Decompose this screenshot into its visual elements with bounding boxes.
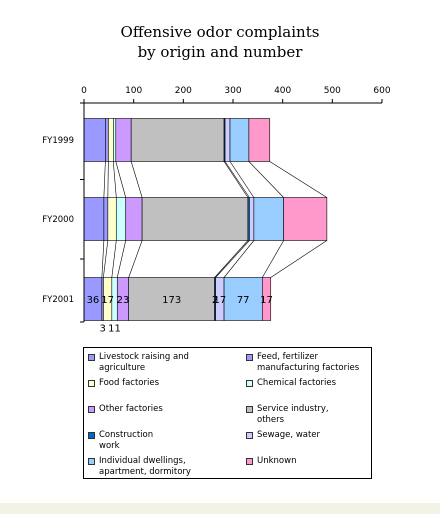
x-tick-label: 300 xyxy=(224,86,241,96)
legend-label: Construction work xyxy=(99,430,154,451)
data-label: 77 xyxy=(237,295,250,306)
footer-strip xyxy=(0,503,440,514)
y-category-label: FY2000 xyxy=(42,215,74,225)
x-tick-label: 100 xyxy=(125,86,142,96)
data-label: 17 xyxy=(260,295,273,306)
legend-label: Chemical factories xyxy=(257,378,337,388)
x-tick-label: 500 xyxy=(324,86,341,96)
data-label: 23 xyxy=(117,295,130,306)
x-tick-label: 600 xyxy=(373,86,390,96)
bar-segment xyxy=(83,118,106,162)
bar-segment xyxy=(108,118,114,162)
data-label: 2 xyxy=(212,295,218,306)
bar-segment xyxy=(125,197,143,241)
series-line xyxy=(262,240,284,278)
legend-label: Individual dwellings, apartment, dormito… xyxy=(99,456,191,477)
legend-label: Unknown xyxy=(257,456,297,466)
legend-label: Other factories xyxy=(99,404,163,414)
series-line xyxy=(103,161,106,198)
bar-segment xyxy=(262,277,272,321)
series-line xyxy=(270,240,328,278)
legend-swatch xyxy=(88,458,95,465)
legend-swatch xyxy=(246,458,253,465)
bar-segment xyxy=(283,197,328,241)
bar-segment xyxy=(224,118,231,162)
series-lines xyxy=(101,161,328,278)
legend-label: Feed, fertilizer manufacturing factories xyxy=(257,352,360,373)
legend-swatch xyxy=(246,432,253,439)
series-line xyxy=(130,161,143,198)
legend-swatch xyxy=(246,380,253,387)
y-category-label: FY2001 xyxy=(42,295,74,305)
legend-swatch xyxy=(88,380,95,387)
series-line xyxy=(103,240,109,278)
legend-label: Sewage, water xyxy=(257,430,321,440)
legend-swatch xyxy=(88,406,95,413)
x-tick-label: 200 xyxy=(175,86,192,96)
bar-segment xyxy=(107,197,117,241)
series-line xyxy=(101,240,105,278)
bar-segment xyxy=(103,197,109,241)
chart-title-line-1: Offensive odor complaints xyxy=(120,23,320,41)
series-line xyxy=(128,240,143,278)
chart-axes: 0 100 200 300 400 500 600 FY1999 FY2000 FY2001 xyxy=(42,86,391,323)
bar-segment xyxy=(115,118,132,162)
series-line xyxy=(215,240,250,278)
legend-swatch xyxy=(246,354,253,361)
data-label: 11 xyxy=(108,324,121,335)
legend-label: Food factories xyxy=(99,378,160,388)
chart-title: Offensive odor complaints by origin and … xyxy=(0,22,440,62)
bar-segment xyxy=(105,118,109,162)
y-category-label: FY1999 xyxy=(42,136,74,146)
bar-segment xyxy=(83,197,105,241)
chart-legend: Livestock raising and agriculture Feed, f… xyxy=(83,347,372,479)
series-line xyxy=(223,240,255,278)
series-line xyxy=(224,161,250,198)
data-label: 17 xyxy=(101,295,114,306)
bar-segment xyxy=(141,197,249,241)
legend-swatch xyxy=(88,432,95,439)
legend-swatch xyxy=(246,406,253,413)
series-line xyxy=(223,161,249,198)
bar-segment xyxy=(130,118,225,162)
bar-segment xyxy=(253,197,284,241)
series-line xyxy=(214,240,249,278)
bar-segment xyxy=(128,277,215,321)
series-line xyxy=(229,161,255,198)
series-line xyxy=(248,161,284,198)
data-label: 17 xyxy=(213,295,226,306)
data-label: 36 xyxy=(87,295,100,306)
x-tick-label: 0 xyxy=(81,86,87,96)
chart-title-line-2: by origin and number xyxy=(137,43,303,61)
series-line xyxy=(116,240,127,278)
legend-swatch xyxy=(88,354,95,361)
legend-label: Service industry, others xyxy=(257,404,329,425)
bar-segment xyxy=(248,118,271,162)
x-tick-label: 400 xyxy=(274,86,291,96)
bar-segment xyxy=(249,197,255,241)
bar-segments xyxy=(83,118,328,321)
series-line xyxy=(115,161,127,198)
bar-segment xyxy=(223,277,263,321)
series-line xyxy=(269,161,328,198)
bar-segment xyxy=(113,118,117,162)
data-label: 3 xyxy=(99,324,105,335)
legend-label: Livestock raising and agriculture xyxy=(99,352,189,373)
bar-segment xyxy=(229,118,250,162)
data-label: 173 xyxy=(162,295,181,306)
series-line xyxy=(111,240,117,278)
series-line xyxy=(113,161,117,198)
bar-segment xyxy=(115,197,127,241)
